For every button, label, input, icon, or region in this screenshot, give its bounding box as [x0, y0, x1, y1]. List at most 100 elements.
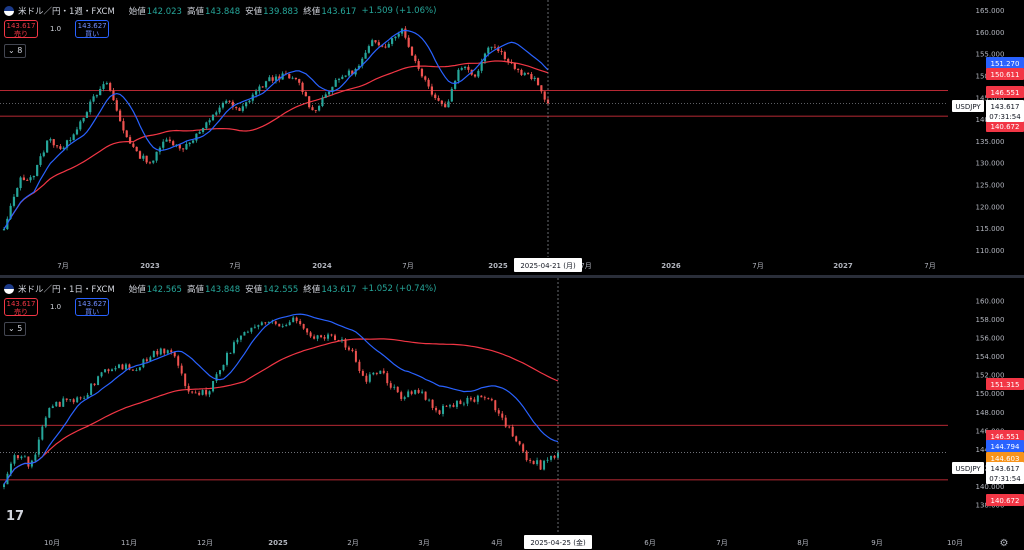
candle-body [26, 180, 29, 181]
candle-body [188, 142, 191, 145]
candle-body [494, 400, 497, 411]
candle-body [145, 359, 148, 362]
weekly-chart-canvas[interactable]: 110.000 115.000 120.000 125.000 130.000 135.0… [0, 0, 1024, 275]
countdown-label: 07:31:54 [989, 113, 1021, 121]
candle-body [324, 94, 327, 98]
weekly-indicator-toggle[interactable]: ⌄ 8 [4, 44, 27, 58]
candle-body [477, 70, 480, 77]
candle-body [543, 91, 546, 100]
candle-body [152, 160, 155, 163]
candle-body [435, 407, 438, 411]
candle-body [83, 397, 86, 399]
candle-body [177, 356, 180, 366]
candle-body [386, 373, 389, 384]
candle-body [440, 100, 443, 105]
daily-symbol-title[interactable]: 米ドル／円・1日・FXCM [18, 285, 115, 295]
candle-body [75, 129, 79, 135]
daily-trade-buttons: 143.617 売り 1.0 143.627 買い [4, 298, 110, 316]
candle-body [95, 95, 98, 97]
pane-divider[interactable] [0, 275, 1024, 278]
weekly-high: 高値143.848 [186, 7, 241, 17]
candle-body [48, 408, 51, 418]
tradingview-logo-icon[interactable]: 𝟭𝟳 [6, 509, 25, 524]
candle-body [452, 405, 455, 407]
price-badge [986, 57, 1024, 69]
x-tick-label: 2月 [347, 539, 358, 547]
daily-sell-button[interactable]: 143.617 売り [4, 298, 38, 316]
candle-body [454, 80, 457, 89]
candle-body [410, 391, 413, 394]
weekly-spread: 1.0 [50, 25, 62, 33]
candle-body [27, 456, 30, 467]
x-tick-label: 7月 [580, 262, 591, 270]
candle-body [260, 322, 263, 326]
y-tick-label: 158.000 [976, 316, 1005, 324]
daily-chart-canvas[interactable]: 138.000140.000142.000144.000146.000148.0… [0, 278, 1024, 550]
candle-body [473, 399, 476, 402]
daily-indicator-toggle[interactable]: ⌄ 5 [4, 322, 27, 336]
candle-body [397, 33, 400, 37]
candle-body [46, 140, 49, 153]
candle-body [114, 367, 117, 370]
daily-change: +1.052 (+0.74%) [361, 284, 437, 294]
weekly-sell-button[interactable]: 143.617 売り [4, 20, 38, 38]
price-badge-label: 151.315 [991, 381, 1020, 389]
daily-buy-button[interactable]: 143.627 買い [75, 298, 110, 316]
daily-chart-pane[interactable]: 138.000140.000142.000144.000146.000148.0… [0, 278, 1024, 550]
weekly-buy-button[interactable]: 143.627 買い [75, 20, 110, 38]
candle-body [536, 77, 540, 86]
candle-body [476, 395, 479, 402]
candle-body [36, 164, 39, 176]
candle-body [205, 122, 208, 128]
x-tick-label: 2024 [312, 262, 332, 270]
candle-body [361, 370, 364, 376]
candle-body [118, 110, 122, 122]
candle-body [142, 155, 145, 159]
price-badge [986, 494, 1024, 506]
weekly-chart-pane[interactable]: 110.000 115.000 120.000 125.000 130.000 135.0… [0, 0, 1024, 275]
candle-body [371, 40, 374, 47]
settings-gear-icon[interactable]: ⚙ [1000, 538, 1009, 549]
candle-body [517, 68, 520, 70]
candle-body [354, 350, 357, 362]
candle-body [117, 364, 120, 368]
x-tick-label: 8月 [797, 539, 808, 547]
candle-body [267, 322, 270, 323]
candle-body [239, 335, 242, 340]
candle-body [191, 140, 195, 143]
candle-body [434, 94, 437, 99]
weekly-symbol-title[interactable]: 米ドル／円・1週・FXCM [18, 7, 115, 17]
candle-body [219, 370, 222, 375]
candle-body [532, 460, 535, 465]
candle-body [92, 96, 95, 102]
usdjpy-flag-icon [4, 6, 14, 16]
candle-body [201, 390, 204, 395]
candle-body [347, 347, 350, 350]
candle-body [302, 324, 305, 329]
candle-body [444, 104, 447, 108]
candle-body [389, 383, 392, 388]
x-tick-label: 2027 [833, 262, 853, 270]
candle-body [138, 151, 142, 159]
candle-body [155, 151, 158, 161]
candle-body [69, 399, 72, 401]
candle-body [445, 405, 448, 407]
candle-body [374, 40, 377, 43]
price-badge-label: 146.551 [991, 89, 1020, 97]
crosshair-date-label: 2025-04-21 (月) [520, 262, 576, 270]
daily-spread: 1.0 [50, 303, 62, 311]
candle-body [121, 364, 124, 370]
moving-average-long-line [10, 60, 549, 219]
candle-body [410, 46, 414, 56]
candle-body [51, 406, 54, 409]
candle-body [44, 417, 47, 427]
candle-body [327, 334, 330, 339]
x-tick-label: 11月 [121, 539, 137, 547]
y-tick-label: 152.000 [976, 372, 1005, 380]
candle-body [198, 392, 201, 395]
candle-body [281, 326, 284, 327]
candle-body [344, 339, 347, 348]
y-tick-label: 156.000 [976, 334, 1005, 342]
candle-body [90, 383, 93, 395]
candle-body [387, 43, 390, 48]
